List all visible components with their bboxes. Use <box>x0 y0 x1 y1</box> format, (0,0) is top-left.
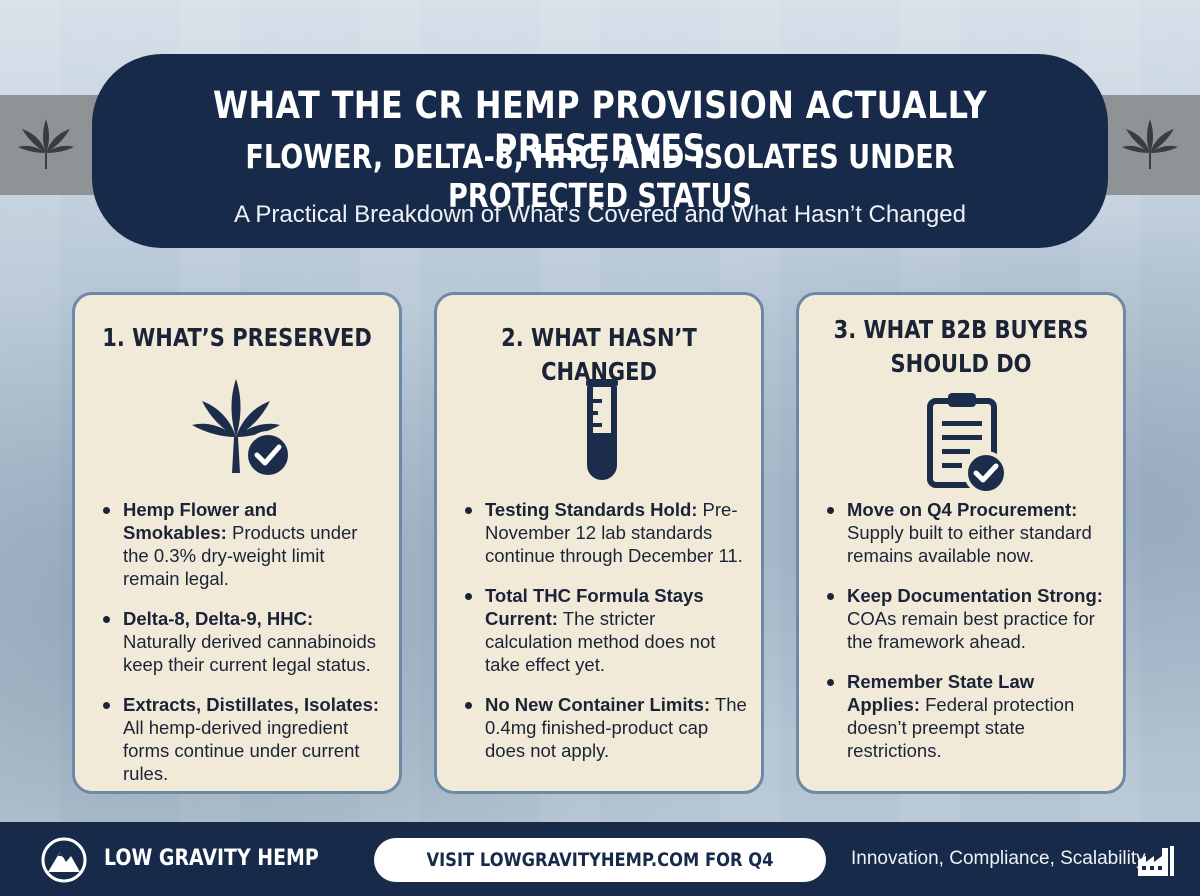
page-subtitle: FLOWER, DELTA-8, HHC, AND ISOLATES UNDER… <box>245 137 955 215</box>
list-item: Extracts, Distillates, Isolates: All hem… <box>101 693 385 785</box>
list-item: Testing Standards Hold: Pre-November 12 … <box>463 498 747 567</box>
brand-name: LOW GRAVITY HEMP <box>104 846 319 871</box>
card-what-hasnt-changed: 2. WHAT HASN’T CHANGED Testing Standards… <box>434 292 764 794</box>
list-item: Remember State Law Applies: Federal prot… <box>825 670 1109 762</box>
clipboard-check-icon <box>927 393 1008 495</box>
list-item: Total THC Formula Stays Current: The str… <box>463 584 747 676</box>
cannabis-leaf-icon <box>1122 119 1178 169</box>
footer-slogan: Innovation, Compliance, Scalability. <box>851 848 1150 869</box>
page-title: WHAT THE CR HEMP PROVISION ACTUALLY PRES… <box>212 84 988 170</box>
cannabis-leaf-icon <box>18 119 74 169</box>
test-tube-icon <box>586 379 618 480</box>
list-item: Delta-8, Delta-9, HHC: Naturally derived… <box>101 607 385 676</box>
list-item: Keep Documentation Strong: COAs remain b… <box>825 584 1109 653</box>
leaf-check-icon <box>192 379 292 479</box>
card-b2b-buyers: 3. WHAT B2B BUYERS SHOULD DO Move on Q4 … <box>796 292 1126 794</box>
card-title: 1. WHAT’S PRESERVED <box>102 323 372 352</box>
visit-website-button[interactable]: VISIT LOWGRAVITYHEMP.COM FOR Q4 SUPPLY <box>374 838 826 896</box>
list-item: Hemp Flower and Smokables: Products unde… <box>101 498 385 590</box>
header-banner: WHAT THE CR HEMP PROVISION ACTUALLY PRES… <box>92 54 1108 248</box>
page-tagline: A Practical Breakdown of What’s Covered … <box>234 201 966 228</box>
card-whats-preserved: 1. WHAT’S PRESERVED Hemp Flower and Smok… <box>72 292 402 794</box>
factory-icon <box>1138 846 1174 876</box>
list-item: No New Container Limits: The 0.4mg finis… <box>463 693 747 762</box>
card-title: 3. WHAT B2B BUYERS SHOULD DO <box>833 315 1089 378</box>
list-item: Move on Q4 Procurement: Supply built to … <box>825 498 1109 567</box>
footer-bar: LOW GRAVITY HEMP VISIT LOWGRAVITYHEMP.CO… <box>0 822 1200 896</box>
mountain-logo-icon <box>41 837 87 883</box>
